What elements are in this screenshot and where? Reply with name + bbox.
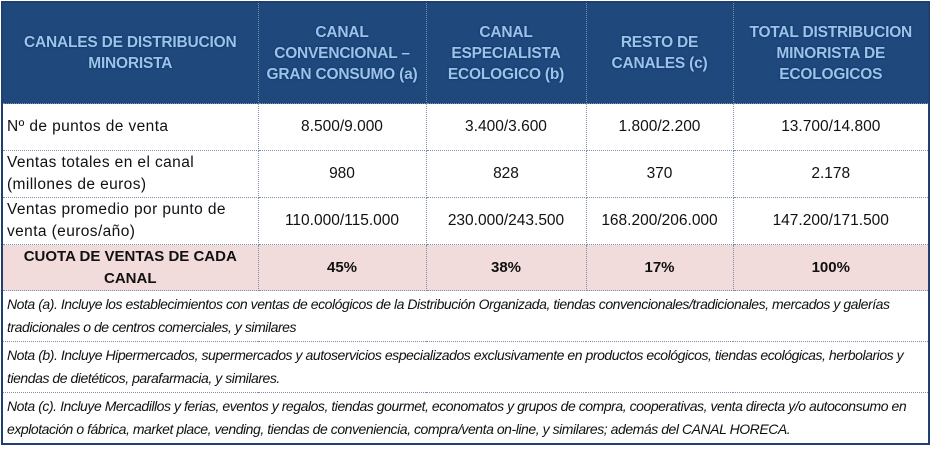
header-conventional: CANAL CONVENCIONAL – GRAN CONSUMO (a) xyxy=(257,1,427,104)
cell: 110.000/115.000 xyxy=(257,197,427,245)
header-channels: CANALES DE DISTRIBUCION MINORISTA xyxy=(1,1,259,104)
header-total: TOTAL DISTRIBUCION MINORISTA DE ECOLOGIC… xyxy=(732,1,930,104)
cell: 370 xyxy=(585,150,734,198)
note-row: Nota (a). Incluye los establecimientos c… xyxy=(1,290,930,342)
cell: 13.700/14.800 xyxy=(732,103,930,151)
cell: 3.400/3.600 xyxy=(425,103,587,151)
cell: 38% xyxy=(425,244,587,291)
header-other: RESTO DE CANALES (c) xyxy=(585,1,734,104)
row-label: Ventas promedio por punto de venta (euro… xyxy=(1,197,259,245)
cell: 45% xyxy=(257,244,427,291)
table-row: Ventas totales en el canal (millones de … xyxy=(1,150,930,198)
note-row: Nota (c). Incluye Mercadillos y ferias, … xyxy=(1,392,930,445)
distribution-channels-table: CANALES DE DISTRIBUCION MINORISTA CANAL … xyxy=(1,1,930,445)
table-row: Nº de puntos de venta 8.500/9.000 3.400/… xyxy=(1,103,930,151)
note-row: Nota (b). Incluye Hipermercados, superme… xyxy=(1,341,930,393)
row-label: CUOTA DE VENTAS DE CADA CANAL xyxy=(1,244,259,291)
cell: 230.000/243.500 xyxy=(425,197,587,245)
cell: 2.178 xyxy=(732,150,930,198)
cell: 168.200/206.000 xyxy=(585,197,734,245)
header-row: CANALES DE DISTRIBUCION MINORISTA CANAL … xyxy=(1,1,930,104)
row-label: Nº de puntos de venta xyxy=(1,103,259,151)
note-a: Nota (a). Incluye los establecimientos c… xyxy=(1,290,930,342)
row-label: Ventas totales en el canal (millones de … xyxy=(1,150,259,198)
quota-row: CUOTA DE VENTAS DE CADA CANAL 45% 38% 17… xyxy=(1,244,930,291)
cell: 980 xyxy=(257,150,427,198)
header-specialist: CANAL ESPECIALISTA ECOLOGICO (b) xyxy=(425,1,587,104)
cell: 828 xyxy=(425,150,587,198)
cell: 1.800/2.200 xyxy=(585,103,734,151)
note-b: Nota (b). Incluye Hipermercados, superme… xyxy=(1,341,930,393)
cell: 17% xyxy=(585,244,734,291)
cell: 100% xyxy=(732,244,930,291)
table-row: Ventas promedio por punto de venta (euro… xyxy=(1,197,930,245)
note-c: Nota (c). Incluye Mercadillos y ferias, … xyxy=(1,392,930,445)
cell: 147.200/171.500 xyxy=(732,197,930,245)
cell: 8.500/9.000 xyxy=(257,103,427,151)
